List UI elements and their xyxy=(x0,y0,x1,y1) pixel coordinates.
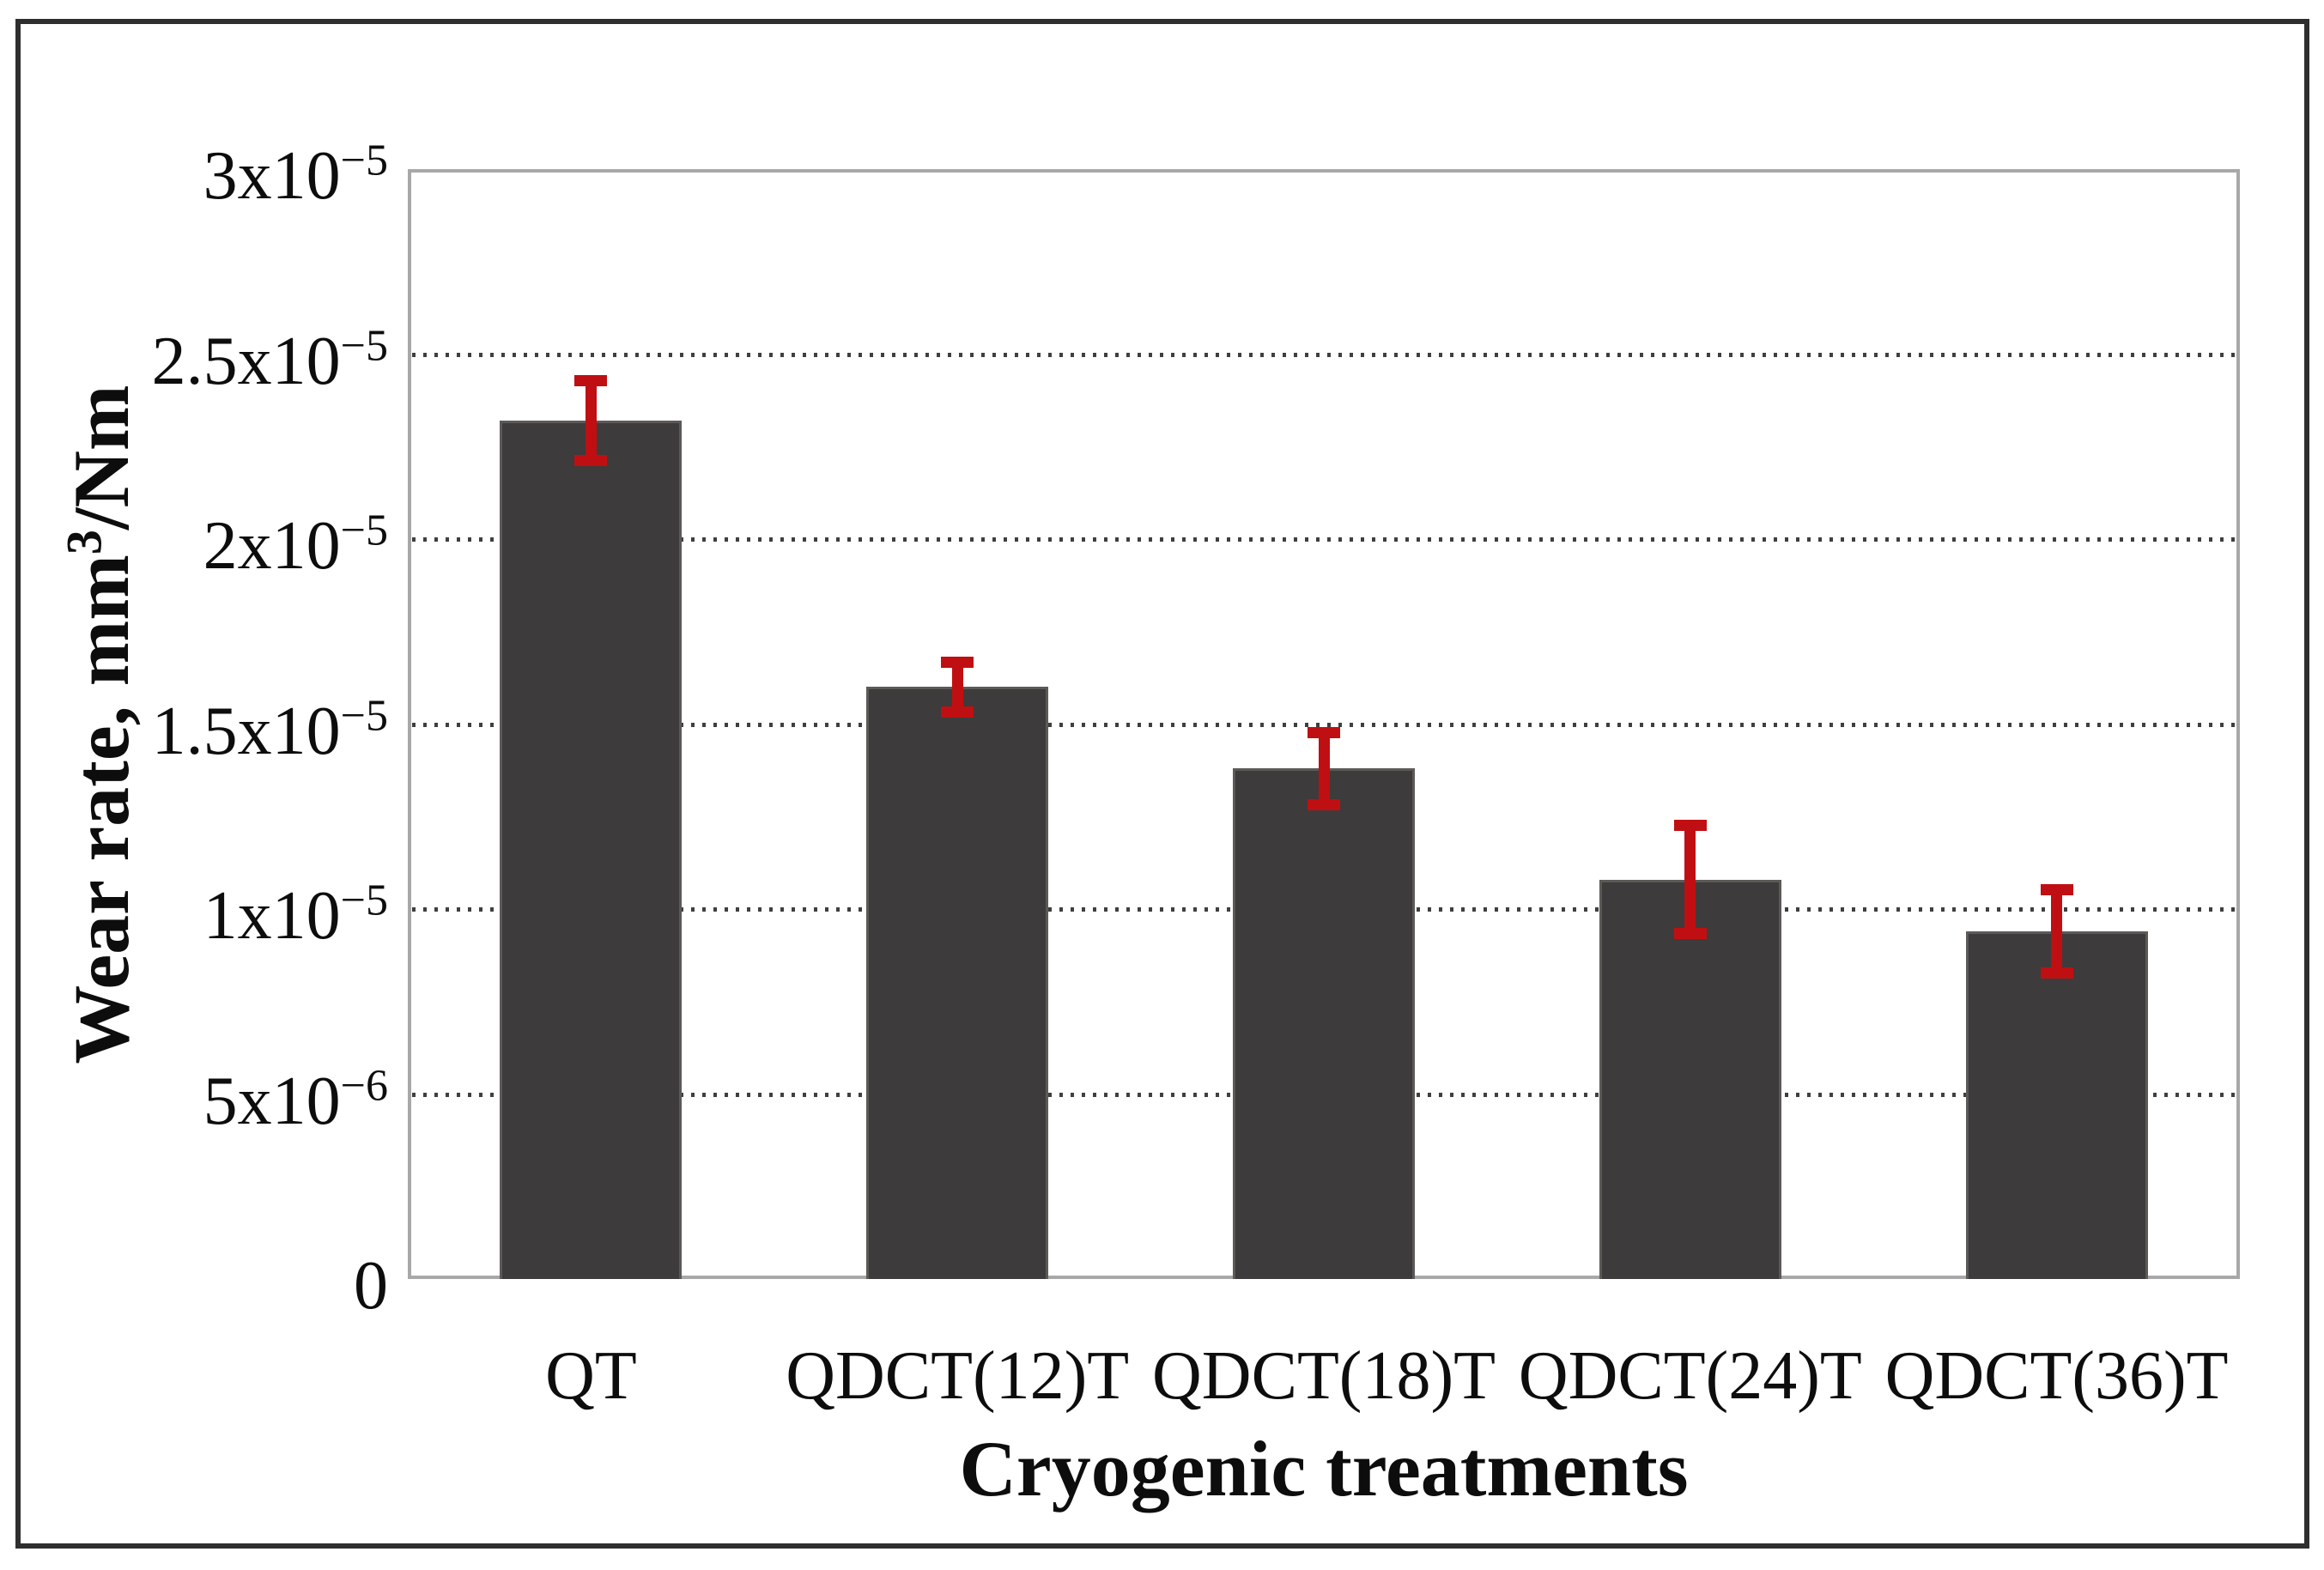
error-bar-top-cap xyxy=(941,656,974,668)
y-tick-exponent: −5 xyxy=(340,136,388,185)
gridline xyxy=(412,537,2236,542)
error-bar-bottom-cap xyxy=(1673,928,1707,940)
error-bar-bottom-cap xyxy=(941,706,974,718)
error-bar-whisker xyxy=(585,376,597,465)
error-bar-whisker xyxy=(2051,884,2063,978)
figure-border xyxy=(15,19,2309,1549)
y-tick-base: 0 xyxy=(354,1248,388,1324)
y-tick-label: 0 xyxy=(0,1238,388,1334)
error-bar-top-cap xyxy=(1308,726,1340,738)
error-bar-whisker xyxy=(1318,727,1330,809)
error-bar-whisker xyxy=(951,657,963,717)
x-axis-title: Cryogenic treatments xyxy=(959,1425,1689,1512)
y-tick-base: 2x10 xyxy=(203,508,341,584)
error-bar-bottom-cap xyxy=(2040,967,2073,979)
y-tick-exponent: −5 xyxy=(340,506,388,555)
y-tick-label: 5x10−6 xyxy=(0,1053,388,1149)
error-bar-top-cap xyxy=(2040,883,2073,895)
y-tick-label: 2x10−5 xyxy=(0,498,388,594)
x-tick-label: QDCT(36)T xyxy=(1884,1338,2229,1414)
y-tick-base: 1.5x10 xyxy=(151,693,341,769)
bar xyxy=(500,421,683,1279)
error-bar-bottom-cap xyxy=(1308,798,1340,810)
x-tick-label: QDCT(18)T xyxy=(1152,1338,1496,1414)
y-tick-label: 1.5x10−5 xyxy=(0,683,388,779)
y-axis-title-prefix: Wear rate, mm xyxy=(58,555,145,1064)
x-tick-label: QDCT(24)T xyxy=(1518,1338,1862,1414)
y-tick-exponent: −6 xyxy=(340,1060,388,1110)
y-tick-base: 1x10 xyxy=(203,878,341,954)
y-tick-base: 3x10 xyxy=(203,138,341,214)
y-tick-exponent: −5 xyxy=(340,690,388,740)
bar xyxy=(1965,930,2148,1279)
gridline xyxy=(412,722,2236,727)
gridline xyxy=(412,352,2236,357)
y-tick-base: 5x10 xyxy=(203,1063,341,1139)
y-tick-base: 2.5x10 xyxy=(151,323,341,399)
error-bar-top-cap xyxy=(574,375,608,387)
x-tick-label: QDCT(12)T xyxy=(786,1338,1130,1414)
error-bar-bottom-cap xyxy=(574,454,608,466)
bar xyxy=(866,687,1049,1279)
error-bar-top-cap xyxy=(1673,819,1707,831)
error-bar-whisker xyxy=(1684,820,1696,939)
y-tick-exponent: −5 xyxy=(340,320,388,370)
y-tick-label: 1x10−5 xyxy=(0,868,388,964)
y-tick-exponent: −5 xyxy=(340,876,388,925)
y-tick-label: 2.5x10−5 xyxy=(0,313,388,409)
y-tick-label: 3x10−5 xyxy=(0,128,388,224)
x-tick-label: QT xyxy=(545,1338,637,1414)
bar xyxy=(1233,768,1415,1279)
